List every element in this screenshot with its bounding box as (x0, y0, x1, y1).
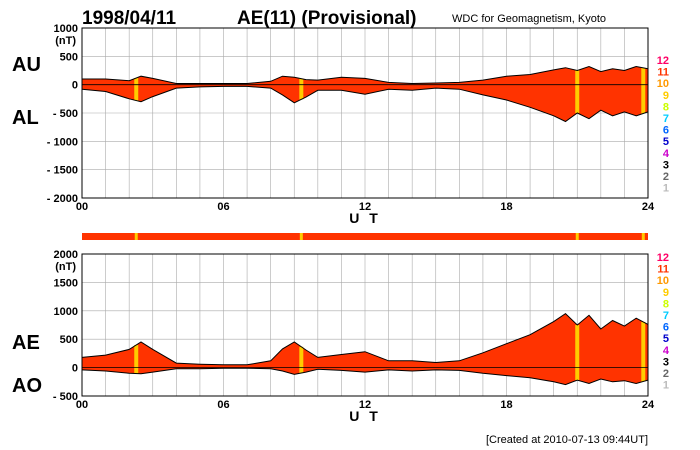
side-label-au: AU (12, 54, 41, 76)
plot-frame (81, 27, 649, 199)
date-label: 1998/04/11 (82, 8, 176, 29)
y-tick-label: 0 (72, 80, 78, 92)
x-tick-label: 12 (359, 201, 371, 213)
color-scale-label: 10 (657, 275, 669, 287)
highlight-band (134, 77, 139, 101)
color-scale-label: 7 (663, 310, 669, 322)
side-label-ae: AE (12, 332, 40, 354)
x-tick-label: 24 (642, 201, 655, 213)
series-line-au (82, 65, 649, 85)
highlight-band (575, 70, 580, 113)
status-strip-highlight (575, 233, 579, 240)
color-scale-label: 10 (657, 78, 669, 90)
highlight-band (134, 344, 139, 374)
created-footnote: [Created at 2010-07-13 09:44UT] (486, 434, 648, 446)
y-tick-label: 500 (60, 51, 78, 63)
y-tick-label: - 1000 (47, 136, 78, 148)
color-scale-label: 12 (657, 252, 669, 264)
color-scale-label: 2 (663, 368, 669, 380)
color-scale-label: 6 (663, 322, 669, 334)
status-strip-highlight (641, 233, 645, 240)
y-unit-label: (nT) (55, 35, 76, 47)
color-scale-label: 11 (657, 264, 669, 276)
status-strip (82, 233, 648, 240)
color-scale-label: 5 (663, 136, 669, 148)
status-strip-bar (82, 233, 648, 240)
y-unit-label: (nT) (55, 261, 76, 273)
color-scale-label: 7 (663, 113, 669, 125)
status-strip-highlight (299, 233, 303, 240)
color-scale-label: 1 (663, 380, 669, 392)
x-tick-label: 18 (500, 399, 512, 411)
highlight-band (575, 325, 580, 381)
plot-area: 1000 500 0 - 500 - 1000 - 1500 - 2000 (nT) 00 06 1… (12, 23, 655, 424)
color-scale-label: 5 (663, 333, 669, 345)
color-scale-label: 8 (663, 101, 669, 113)
panel-au-al: 1000 500 0 - 500 - 1000 - 1500 - 2000 (nT) 00 06 1… (12, 23, 655, 226)
y-tick-label: 2000 (54, 249, 78, 261)
y-tick-label: 500 (60, 334, 78, 346)
color-scale-label: 2 (663, 171, 669, 183)
color-scale-label: 4 (663, 345, 670, 357)
series-line-al (81, 85, 649, 123)
color-scale-label: 4 (663, 148, 670, 160)
highlight-band (299, 78, 304, 100)
y-tick-label: 0 (72, 363, 78, 375)
highlight-band (299, 346, 304, 374)
series-line-ao (81, 367, 649, 386)
series-area-ae (82, 313, 648, 385)
x-axis-label: U T (349, 408, 381, 424)
color-scale-label: 3 (663, 159, 669, 171)
x-tick-label: 00 (76, 399, 88, 411)
y-tick-label: 1000 (54, 306, 78, 318)
x-tick-label: 12 (359, 399, 371, 411)
y-tick-label: 1000 (54, 23, 78, 35)
x-tick-label: 24 (642, 399, 655, 411)
side-label-al: AL (12, 107, 39, 129)
color-scale-label: 8 (663, 298, 669, 310)
x-tick-label: 06 (217, 201, 229, 213)
status-strip-highlight (134, 233, 138, 240)
x-tick-label: 00 (76, 201, 88, 213)
y-tick-label: - 500 (53, 391, 78, 403)
series-line-ae (81, 312, 649, 366)
y-tick-label: 1500 (54, 277, 78, 289)
color-scale-label: 6 (663, 125, 669, 137)
y-tick-label: - 500 (53, 108, 78, 120)
color-scale-label: 9 (663, 90, 669, 102)
chart-title: AE(11) (Provisional) (237, 8, 417, 29)
x-axis-label: U T (349, 210, 381, 226)
panel-ae-ao: 2000 1500 1000 500 0 - 500 (nT) 00 06 12 18 24 U T AE… (12, 249, 655, 424)
highlight-band (641, 321, 646, 382)
color-scale-label: 12 (657, 55, 669, 67)
source-label: WDC for Geomagnetism, Kyoto (452, 13, 606, 25)
x-tick-label: 18 (500, 201, 512, 213)
color-scale-label: 1 (663, 183, 669, 195)
color-scale-label: 9 (663, 287, 669, 299)
color-scale-label: 3 (663, 356, 669, 368)
plot-frame (81, 253, 649, 397)
y-tick-label: - 2000 (47, 193, 78, 205)
y-tick-label: - 1500 (47, 165, 78, 177)
highlight-band (641, 67, 646, 114)
x-tick-label: 06 (217, 399, 229, 411)
side-label-ao: AO (12, 375, 42, 397)
color-scale-label: 11 (657, 67, 669, 79)
